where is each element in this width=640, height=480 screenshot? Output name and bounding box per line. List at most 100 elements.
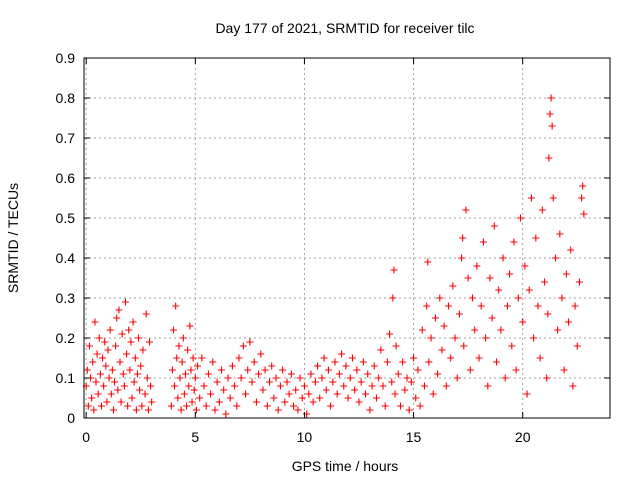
data-point <box>530 334 538 342</box>
data-point <box>239 342 247 350</box>
data-point <box>324 366 332 374</box>
data-point <box>484 382 492 390</box>
data-point <box>233 402 241 410</box>
data-point <box>285 390 293 398</box>
data-point <box>176 374 184 382</box>
data-point <box>213 378 221 386</box>
data-point <box>458 254 466 262</box>
grid <box>84 58 610 418</box>
data-point <box>383 358 391 366</box>
data-point <box>372 394 380 402</box>
data-point <box>444 302 452 310</box>
data-point <box>486 274 494 282</box>
data-point <box>172 302 180 310</box>
data-point <box>493 358 501 366</box>
y-tick-label: 0.9 <box>56 50 76 66</box>
data-point <box>83 366 91 374</box>
data-point <box>235 354 243 362</box>
data-point <box>128 394 136 402</box>
y-tick-label: 0.5 <box>56 210 76 226</box>
data-point <box>204 370 212 378</box>
data-point <box>177 406 185 414</box>
data-point <box>173 354 181 362</box>
data-point <box>123 350 131 358</box>
data-point <box>118 330 126 338</box>
data-point <box>171 382 179 390</box>
data-point <box>167 402 175 410</box>
data-point <box>562 270 570 278</box>
data-point <box>136 386 144 394</box>
data-point <box>565 318 573 326</box>
data-point <box>104 346 112 354</box>
data-point <box>333 390 341 398</box>
data-point <box>184 346 192 354</box>
data-point <box>434 370 442 378</box>
data-point <box>436 294 444 302</box>
data-point <box>329 378 337 386</box>
data-point <box>527 194 535 202</box>
x-tick-label: 0 <box>82 429 90 445</box>
data-point <box>89 358 97 366</box>
data-point <box>257 350 265 358</box>
data-point <box>270 394 278 402</box>
data-point <box>309 398 317 406</box>
data-point <box>189 354 197 362</box>
x-tick-label: 5 <box>191 429 199 445</box>
data-point <box>116 358 124 366</box>
data-point <box>438 346 446 354</box>
data-point <box>429 390 437 398</box>
data-point <box>388 378 396 386</box>
data-point <box>519 318 527 326</box>
data-point <box>459 234 467 242</box>
y-tick-label: 0.6 <box>56 170 76 186</box>
data-point <box>192 406 200 414</box>
data-point <box>541 278 549 286</box>
data-point <box>420 382 428 390</box>
data-point <box>355 398 363 406</box>
data-point <box>449 282 457 290</box>
data-point <box>377 346 385 354</box>
y-tick-label: 0.2 <box>56 330 76 346</box>
data-point <box>410 354 418 362</box>
data-point <box>129 318 137 326</box>
data-point <box>314 362 322 370</box>
data-point <box>231 382 239 390</box>
data-point <box>412 394 420 402</box>
data-point <box>181 370 189 378</box>
data-point <box>263 402 271 410</box>
data-point <box>215 398 223 406</box>
y-tick-label: 0.8 <box>56 90 76 106</box>
data-point <box>414 366 422 374</box>
data-point <box>300 382 308 390</box>
data-point <box>316 394 324 402</box>
data-point <box>259 386 267 394</box>
data-point <box>268 362 276 370</box>
data-point <box>279 366 287 374</box>
data-point <box>296 374 304 382</box>
data-point <box>200 382 208 390</box>
data-point <box>84 402 92 410</box>
data-point <box>473 262 481 270</box>
data-point <box>447 354 455 362</box>
x-tick-label: 10 <box>297 429 313 445</box>
data-point <box>390 266 398 274</box>
data-point <box>381 402 389 410</box>
data-point <box>144 406 152 414</box>
data-point <box>394 370 402 378</box>
data-point <box>193 362 201 370</box>
data-point <box>305 390 313 398</box>
data-point <box>274 406 282 414</box>
y-tick-label: 0.7 <box>56 130 76 146</box>
data-point <box>211 406 219 414</box>
data-point <box>141 390 149 398</box>
data-point <box>401 386 409 394</box>
data-point <box>88 394 96 402</box>
data-point <box>549 194 557 202</box>
data-point <box>451 334 459 342</box>
data-points <box>82 94 588 418</box>
data-point <box>357 378 365 386</box>
data-point <box>148 398 156 406</box>
data-point <box>131 354 139 362</box>
data-point <box>534 302 542 310</box>
